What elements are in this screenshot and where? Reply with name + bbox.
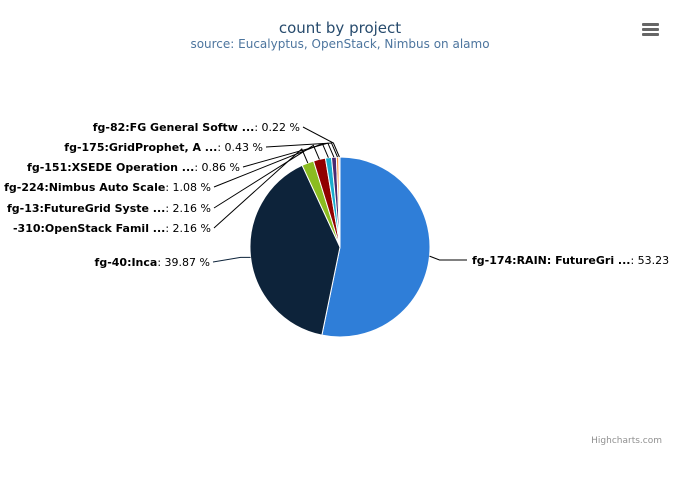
data-label-name: fg-224:Nimbus Auto Scale <box>4 181 165 194</box>
connector-310-openstack-famil <box>213 148 309 229</box>
data-label-value: : 0.43 % <box>217 141 263 154</box>
label-connectors <box>212 126 467 263</box>
data-label-fg-224-nimbus-auto-scale: fg-224:Nimbus Auto Scale: 1.08 % <box>4 181 211 194</box>
data-label-name: fg-40:Inca <box>95 256 158 269</box>
pie-slices <box>249 156 431 338</box>
hamburger-menu-icon <box>642 23 659 36</box>
data-label-name: -310:OpenStack Famil ... <box>13 222 165 235</box>
chart-title: count by project <box>279 19 401 37</box>
pie-slice-fg-40-inca[interactable] <box>249 164 341 336</box>
connector-fg-40-inca <box>212 256 251 263</box>
data-label-fg-82-fg-general-softw: fg-82:FG General Softw ...: 0.22 % <box>93 121 300 134</box>
data-label-name: fg-13:FutureGrid Syste ... <box>7 202 165 215</box>
data-label-value: : 39.87 % <box>157 256 210 269</box>
data-label-value: : 2.16 % <box>165 222 211 235</box>
data-label-fg-40-inca: fg-40:Inca: 39.87 % <box>95 256 210 269</box>
chart-subtitle: source: Eucalyptus, OpenStack, Nimbus on… <box>190 37 489 51</box>
data-label-value: : 0.22 % <box>254 121 300 134</box>
data-label-310-openstack-famil: -310:OpenStack Famil ...: 2.16 % <box>13 222 211 235</box>
connector-fg-82-fg-general-softw <box>302 126 340 158</box>
connector-fg-175-gridprophet-a <box>265 142 338 158</box>
data-label-fg-13-futuregrid-syste: fg-13:FutureGrid Syste ...: 2.16 % <box>7 202 211 215</box>
data-labels: fg-174:RAIN: FutureGri ...: 53.23 fg-40:I… <box>4 121 669 269</box>
connector-fg-13-futuregrid-syste <box>213 144 320 209</box>
data-label-name: fg-151:XSEDE Operation ... <box>27 161 194 174</box>
pie-slice-fg-174-rain-futuregri[interactable] <box>321 156 431 338</box>
data-label-value: : 0.86 % <box>194 161 240 174</box>
data-label-fg-151-xsede-operation: fg-151:XSEDE Operation ...: 0.86 % <box>27 161 240 174</box>
data-label-fg-175-gridprophet-a: fg-175:GridProphet, A ...: 0.43 % <box>64 141 263 154</box>
data-label-value: : 53.23 <box>630 254 669 267</box>
connector-fg-174-rain-futuregri <box>429 255 467 261</box>
data-label-name: fg-82:FG General Softw ... <box>93 121 255 134</box>
data-label-value: : 2.16 % <box>165 202 211 215</box>
data-label-name: fg-175:GridProphet, A ... <box>64 141 217 154</box>
data-label-value: : 1.08 % <box>165 181 211 194</box>
data-label-name: fg-174:RAIN: FutureGri ... <box>472 254 630 267</box>
credits-link[interactable]: Highcharts.com <box>591 436 662 446</box>
data-label-fg-174-rain-futuregri: fg-174:RAIN: FutureGri ...: 53.23 <box>472 254 669 267</box>
export-menu-button[interactable] <box>636 18 660 40</box>
